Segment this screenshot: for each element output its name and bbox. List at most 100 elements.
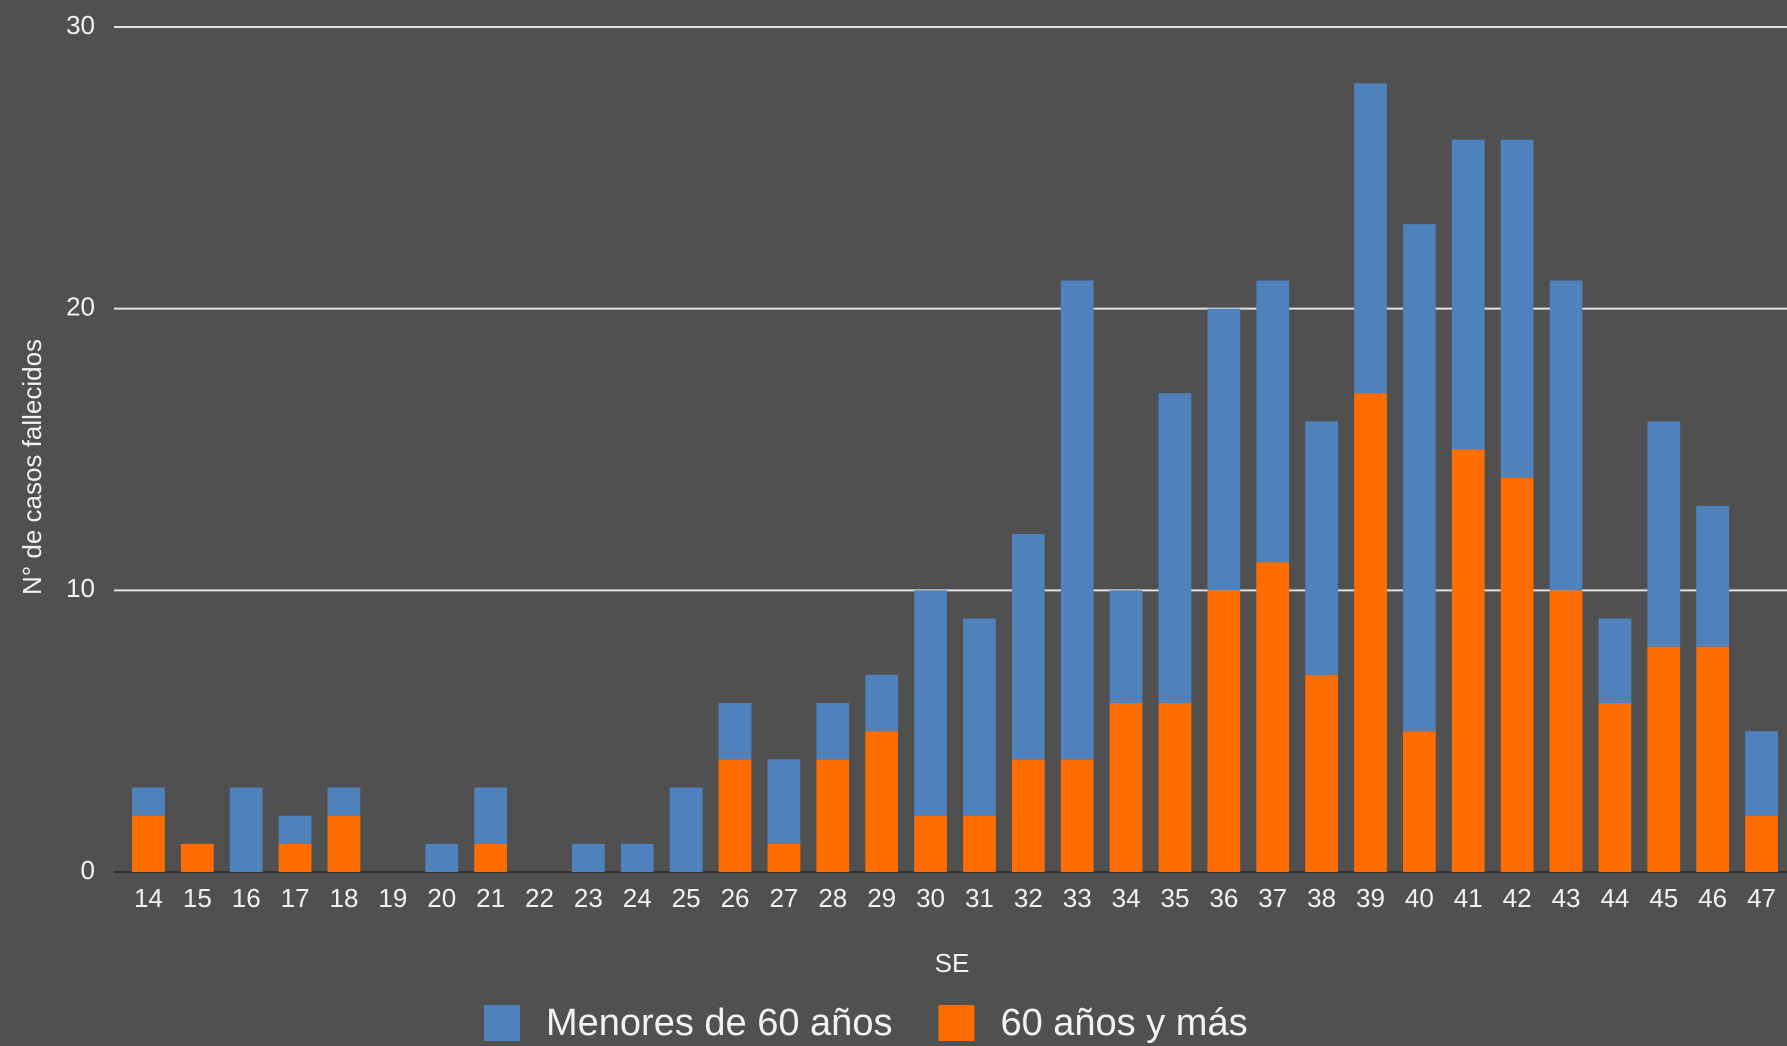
x-axis-title: SE [935,948,970,978]
bar-segment [1500,477,1534,872]
bar-segment [229,787,263,872]
bar-segment [718,703,752,760]
bar-segment [1109,590,1143,703]
bar-segment [1745,731,1778,816]
x-tick-label: 37 [1258,883,1287,913]
y-axis-title: N° de casos fallecidos [17,339,47,595]
bar-segment [767,759,801,844]
x-tick-label: 43 [1552,883,1581,913]
bar-segment [278,815,312,844]
bar-segment [278,843,312,872]
bar-segment [1158,393,1192,703]
bar-segment [132,815,165,872]
bar-segment [1354,83,1387,394]
x-tick-label: 36 [1209,883,1238,913]
bar-segment [1647,421,1681,647]
x-tick-label: 18 [330,883,359,913]
bar-segment [1256,562,1290,872]
y-tick-label: 20 [66,292,95,322]
x-tick-label: 32 [1014,883,1043,913]
bar-segment [1403,224,1436,732]
bar-segment [1696,505,1730,647]
x-tick-label: 31 [965,883,994,913]
x-tick-label: 39 [1356,883,1385,913]
x-tick-label: 24 [623,883,652,913]
legend-label: Menores de 60 años [546,1002,892,1044]
y-tick-label: 10 [66,573,95,603]
x-tick-label: 21 [476,883,505,913]
bar-segment [1011,534,1045,760]
bar-segment [963,618,996,816]
bar-segment [963,815,996,872]
bar-segment [1109,703,1143,872]
y-tick-label: 0 [81,855,95,885]
legend-swatch [484,1005,520,1041]
bar-segment [1060,759,1094,872]
bar-segment [1011,759,1045,872]
x-tick-label: 28 [818,883,847,913]
bar-segment [1598,703,1632,872]
x-tick-label: 17 [281,883,310,913]
bar-segment [1745,815,1778,872]
bar-segment [327,787,361,816]
x-tick-label: 38 [1307,883,1336,913]
bar-segment [816,703,850,760]
bar-segment [1305,674,1338,872]
x-tick-label: 29 [867,883,896,913]
x-tick-label: 19 [378,883,407,913]
bar-segment [865,731,899,872]
x-tick-label: 26 [721,883,750,913]
legend-swatch [938,1005,975,1041]
bar-segment [767,843,801,872]
x-tick-label: 22 [525,883,554,913]
bar-segment [620,843,654,872]
x-tick-label: 47 [1747,883,1776,913]
bar-segment [1207,308,1241,591]
x-tick-label: 20 [427,883,456,913]
x-tick-label: 34 [1112,883,1141,913]
x-tick-label: 15 [183,883,212,913]
bar-segment [669,787,703,872]
bar-segment [1549,280,1583,591]
bar-segment [1354,393,1387,872]
bar-segment [1207,590,1241,872]
x-tick-label: 44 [1600,883,1629,913]
bar-segment [1696,646,1730,872]
bar-segment [132,787,165,816]
x-tick-label: 42 [1503,883,1532,913]
bar-segment [474,787,507,844]
bar-segment [1060,280,1094,760]
bar-segment [425,843,459,872]
bar-segment [474,843,507,872]
bar-segment [1403,731,1436,872]
bar-segment [914,590,947,816]
bar-segment [1647,646,1681,872]
x-tick-label: 16 [232,883,261,913]
x-tick-label: 35 [1161,883,1190,913]
bar-segment [572,843,605,872]
x-tick-label: 23 [574,883,603,913]
legend-label: 60 años y más [1000,1002,1247,1044]
bar-segment [865,674,899,732]
x-tick-label: 27 [769,883,798,913]
bar-segment [1598,618,1632,703]
x-tick-label: 40 [1405,883,1434,913]
bar-segment [1305,421,1338,675]
x-tick-label: 25 [672,883,701,913]
bar-segment [1451,449,1485,872]
x-tick-label: 14 [134,883,163,913]
x-tick-label: 30 [916,883,945,913]
x-tick-label: 46 [1698,883,1727,913]
bar-segment [1158,703,1192,872]
bar-segment [1256,280,1290,563]
bar-segment [718,759,752,872]
bar-segment [1451,139,1485,450]
x-tick-label: 41 [1454,883,1483,913]
bar-segment [1549,590,1583,872]
bar-segment [180,843,214,872]
bar-segment [1500,139,1534,478]
x-tick-label: 45 [1649,883,1678,913]
y-tick-label: 30 [66,10,95,40]
bar-segment [816,759,850,872]
